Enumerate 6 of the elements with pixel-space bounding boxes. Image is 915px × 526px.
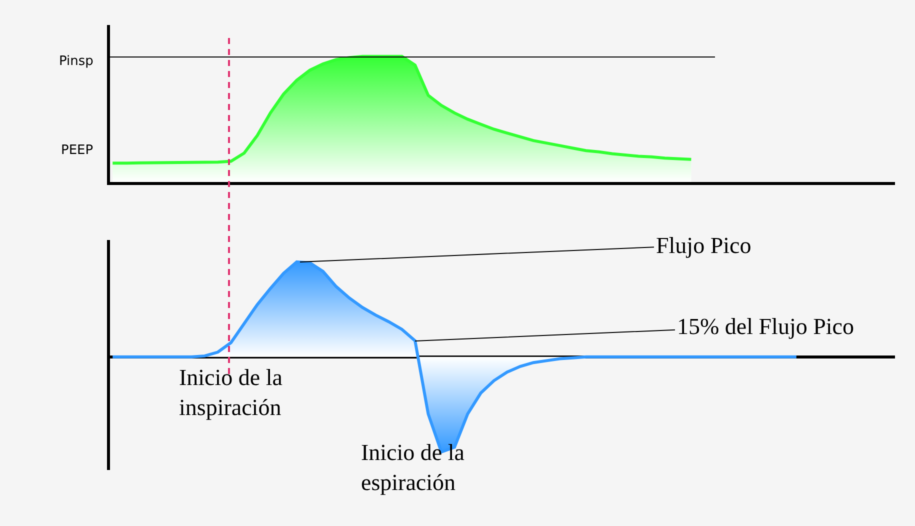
annotation: Inicio de la espiración (361, 440, 464, 495)
annotation: Inicio de la inspiración (179, 365, 282, 420)
text: Flujo Pico (656, 233, 752, 258)
text: PEEP (61, 143, 94, 158)
text: Pinsp (59, 54, 94, 69)
annotation: 15% del Flujo Pico (677, 314, 854, 339)
